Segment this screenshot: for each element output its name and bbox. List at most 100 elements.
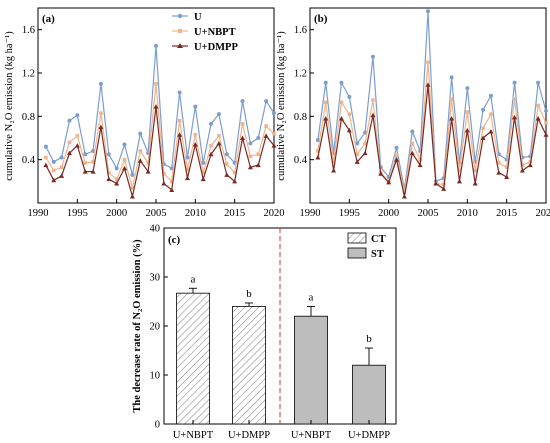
panel-c-y-tick-label: 40 — [150, 224, 161, 235]
panel-a-point-series-1 — [146, 161, 150, 165]
panel-a-point-series-0 — [256, 136, 261, 140]
panel-a-point-series-1 — [107, 170, 111, 175]
panel-b-series-line-0 — [317, 11, 547, 190]
panel-b-x-tick-label: 1990 — [300, 208, 321, 219]
panel-a-y-tick-label: 1.6 — [22, 25, 35, 36]
panel-c-bar — [352, 364, 386, 425]
panel-a-point-series-0 — [272, 111, 276, 116]
panel-a-point-series-1 — [44, 155, 48, 160]
panel-c-legend: CT ST — [347, 232, 386, 260]
panel-b-point-series-0 — [363, 130, 368, 135]
panel-b-frame — [309, 7, 547, 204]
panel-a-point-series-1 — [67, 140, 72, 145]
panel-a-point-series-2 — [255, 162, 261, 168]
panel-b-point-series-0 — [481, 107, 486, 112]
panel-a-x-tick-label: 1990 — [28, 208, 49, 219]
panel-b-point-series-0 — [347, 94, 352, 99]
panel-b-series-line-2 — [317, 84, 547, 197]
panel-a-point-series-2 — [271, 143, 277, 148]
panel-a-point-series-0 — [240, 99, 245, 104]
panel-b-point-series-1 — [363, 141, 367, 146]
panel-a-point-series-1 — [232, 170, 237, 175]
panel-b-x-tick-label: 2010 — [457, 208, 478, 219]
panel-a-x-tick-label: 2000 — [106, 208, 127, 219]
panel-a-point-series-2 — [137, 158, 143, 163]
panel-b-point-series-1 — [347, 112, 352, 116]
panel-a-point-series-0 — [59, 155, 64, 160]
panel-b-point-series-0 — [394, 145, 399, 150]
panel-b-point-series-2 — [488, 129, 494, 134]
panel-a-point-series-2 — [263, 133, 269, 138]
panel-a-point-series-2 — [106, 176, 112, 182]
panel-b-point-series-2 — [472, 181, 478, 186]
panel-b-point-series-0 — [426, 9, 430, 14]
panel-b-point-series-1 — [512, 97, 517, 101]
panel-c-label: (c) — [168, 234, 181, 246]
panel-b-point-series-1 — [339, 100, 344, 105]
panel-a-point-series-2 — [145, 169, 151, 174]
panel-a-point-series-1 — [51, 168, 56, 173]
panel-a-point-series-1 — [248, 154, 253, 159]
panel-b-y-tick-label: 0.8 — [294, 112, 307, 123]
panel-b-point-series-1 — [331, 160, 336, 164]
panel-b-point-series-1 — [481, 126, 485, 131]
panel-a-point-series-0 — [51, 159, 56, 164]
panel-a-point-series-0 — [83, 152, 88, 157]
panel-a-x-tick-label: 2015 — [224, 208, 245, 219]
panel-b-label: (b) — [314, 13, 328, 25]
panel-a-y-tick-label: 0.4 — [22, 155, 36, 166]
panel-a-point-series-2 — [90, 169, 96, 174]
panel-a-point-series-1 — [256, 152, 261, 157]
panel-b-x-tick-label: 2005 — [418, 208, 439, 219]
legend-marker-nbpt — [178, 29, 182, 33]
panel-b-point-series-2 — [433, 181, 439, 186]
panel-a-point-series-0 — [224, 152, 229, 157]
panel-a-point-series-2 — [177, 132, 183, 137]
panel-a-point-series-1 — [185, 167, 190, 172]
panel-b-point-series-2 — [480, 135, 486, 140]
panel-a-ticks: 1990 1995 2000 2005 2010 2015 2020 0.4 0.8 1.2 1.6 — [22, 25, 285, 219]
panel-b-point-series-1 — [489, 112, 493, 116]
panel-c-bar — [176, 292, 210, 425]
panel-c-bar — [294, 315, 328, 425]
panel-a-point-series-1 — [91, 160, 95, 164]
panel-a-series — [43, 43, 277, 199]
panel-a-legend: U U+NBPT U+DMPP — [172, 12, 238, 53]
panel-b-point-series-2 — [401, 194, 407, 199]
panel-c-bars: a U+NBPT b U+DMPP a U+NBPT b U+DMPP — [173, 273, 390, 441]
legend-swatch-ct — [347, 232, 367, 244]
panel-b-point-series-1 — [449, 97, 454, 101]
panel-a-point-series-2 — [51, 177, 57, 183]
panel-a-point-series-1 — [240, 122, 245, 126]
panel-a-point-series-2 — [129, 194, 135, 199]
panel-a-point-series-0 — [248, 141, 253, 146]
panel-a-point-series-0 — [114, 166, 119, 171]
panel-a-point-series-2 — [59, 173, 65, 178]
panel-c-significance-letter: a — [191, 273, 196, 285]
panel-c-category-label: U+NBPT — [291, 430, 332, 441]
panel-b-point-series-0 — [449, 75, 454, 80]
panel-a-x-tick-label: 2020 — [264, 208, 285, 219]
legend-label-ct: CT — [371, 234, 386, 245]
panel-a-point-series-2 — [66, 150, 72, 156]
panel-a-point-series-0 — [130, 172, 135, 177]
panel-a-point-series-0 — [209, 121, 214, 126]
legend-marker-u — [177, 13, 183, 19]
panel-b-point-series-0 — [536, 80, 541, 85]
panel-b-point-series-2 — [456, 178, 462, 184]
panel-a-point-series-1 — [75, 134, 80, 138]
panel-b-point-series-2 — [323, 116, 329, 121]
panel-a-x-tick-label: 1995 — [67, 208, 88, 219]
panel-a-point-series-0 — [75, 113, 80, 118]
panel-b-point-series-1 — [371, 98, 375, 102]
panel-a-point-series-1 — [122, 157, 127, 162]
panel-b-point-series-2 — [370, 112, 376, 118]
panel-b-series — [315, 9, 549, 199]
panel-a-point-series-0 — [216, 112, 221, 117]
panel-c-category-label: U+NBPT — [173, 430, 214, 441]
legend-label-dmpp: U+DMPP — [194, 42, 238, 53]
panel-b-point-series-2 — [535, 116, 541, 121]
panel-b-point-series-2 — [425, 82, 431, 87]
panel-c: (c) 0 10 20 30 40 a U+NBPT b U+DMPP a U+NBPT b U+DM… — [132, 224, 397, 441]
panel-a-point-series-2 — [184, 175, 190, 181]
